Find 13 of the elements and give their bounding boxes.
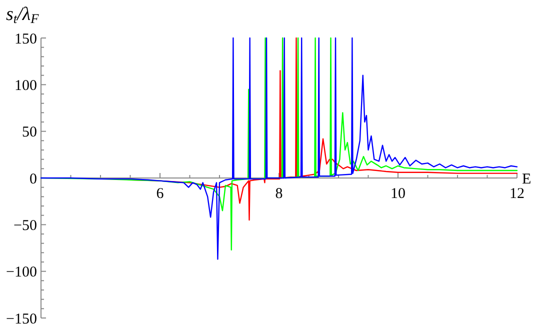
- x-tick-label: 6: [156, 186, 164, 202]
- x-tick-label: 10: [390, 186, 406, 202]
- y-tick-label: 0: [30, 171, 37, 188]
- y-tick-label: −50: [14, 218, 37, 234]
- x-tick-label: 12: [510, 186, 524, 202]
- y-tick-label: −150: [6, 311, 37, 328]
- y-tick-label: 100: [14, 78, 37, 94]
- y-axis-title: s$_{t}$/λ$_{F}$: [6, 4, 40, 26]
- y-tick-label: 50: [22, 124, 37, 141]
- x-axis-title: E: [522, 171, 532, 188]
- y-tick-label: 150: [14, 31, 37, 48]
- x-tick-label: 8: [275, 186, 283, 202]
- y-tick-label: −100: [6, 264, 37, 281]
